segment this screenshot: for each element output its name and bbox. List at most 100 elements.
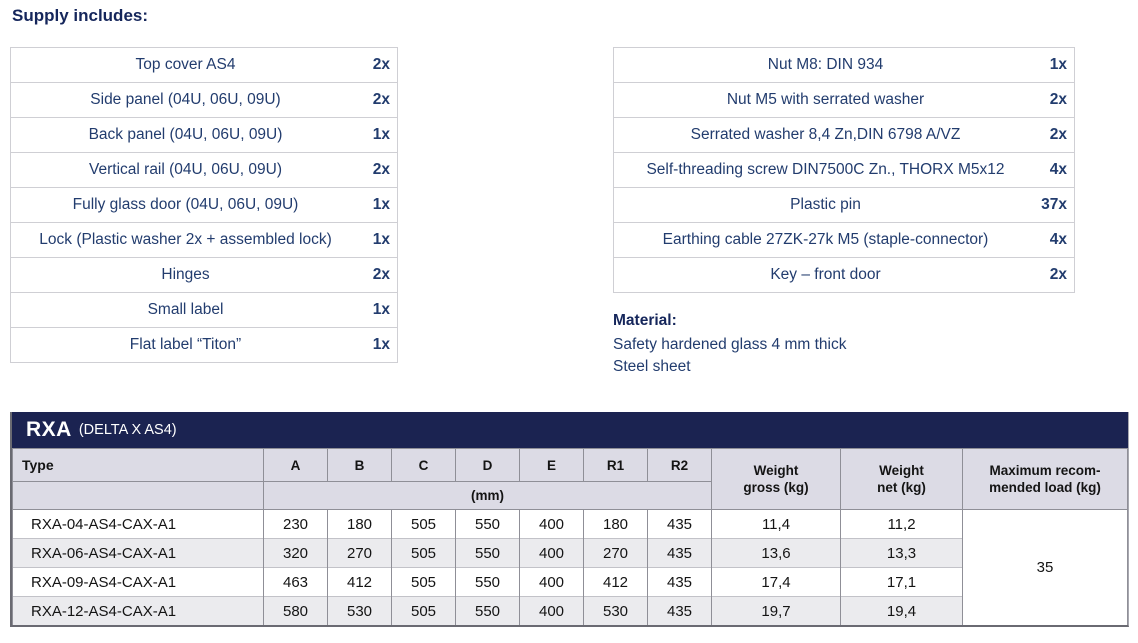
spec-dim-cell: 580: [263, 596, 328, 625]
col-header-dim: A: [263, 448, 328, 482]
spec-row: RXA-09-AS4-CAX-A1 463 412 505 550 400 412 435 17…: [12, 567, 1128, 597]
spec-dim-cell: 505: [391, 567, 456, 597]
spec-dim-cell: 550: [455, 567, 520, 597]
supply-item-qty: 1x: [372, 301, 390, 318]
material-lines: Safety hardened glass 4 mm thick Steel sh…: [613, 334, 846, 378]
spec-weight-gross-cell: 17,4: [711, 567, 841, 597]
supply-list-left: Top cover AS4 2x Side panel (04U, 06U, 09U…: [10, 47, 398, 363]
supply-item-qty: 1x: [372, 336, 390, 353]
supply-item-row: Back panel (04U, 06U, 09U) 1x: [11, 118, 397, 153]
spec-row: RXA-06-AS4-CAX-A1 320 270 505 550 400 270 435 13…: [12, 538, 1128, 568]
supply-item-row: Lock (Plastic washer 2x + assembled lock…: [11, 223, 397, 258]
spec-type-cell: RXA-04-AS4-CAX-A1: [12, 509, 264, 539]
spec-dim-cell: 435: [647, 567, 712, 597]
spec-weight-net-cell: 17,1: [840, 567, 963, 597]
spec-dim-cell: 505: [391, 596, 456, 625]
col-header-dim: B: [327, 448, 392, 482]
supply-item-row: Nut M8: DIN 934 1x: [614, 48, 1074, 83]
supply-item-label: Serrated washer 8,4 Zn,DIN 6798 A/VZ: [690, 126, 961, 143]
spec-dim-cell: 400: [519, 509, 584, 539]
supply-item-label: Key – front door: [770, 266, 881, 283]
supply-item-label: Nut M5 with serrated washer: [726, 91, 925, 108]
spec-dim-cell: 530: [327, 596, 392, 625]
spec-type-cell: RXA-09-AS4-CAX-A1: [12, 567, 264, 597]
unit-row-label: (mm): [263, 481, 712, 510]
supply-item-label: Hinges: [161, 266, 210, 283]
supply-item-qty: 1x: [1049, 56, 1067, 73]
spec-header-row: Type A B C D E R1 R2 Weight gross (kg) Weight net…: [12, 448, 1128, 510]
col-header-dim: D: [455, 448, 520, 482]
spec-table: RXA (DELTA X AS4) Type A B C D E R1 R2 Weight gr…: [10, 412, 1129, 627]
col-header-weight-net: Weight net (kg): [840, 448, 963, 510]
supply-item-row: Small label 1x: [11, 293, 397, 328]
material-line: Steel sheet: [613, 358, 691, 375]
spec-table-titlebar: RXA (DELTA X AS4): [12, 412, 1128, 448]
spec-dim-cell: 435: [647, 509, 712, 539]
spec-type-cell: RXA-12-AS4-CAX-A1: [12, 596, 264, 625]
spec-weight-net-cell: 11,2: [840, 509, 963, 539]
supply-item-row: Self-threading screw DIN7500C Zn., THORX…: [614, 153, 1074, 188]
spec-dim-cell: 400: [519, 567, 584, 597]
supply-item-label: Flat label “Titon”: [129, 336, 242, 353]
spec-dim-cell: 400: [519, 538, 584, 568]
spec-dim-cell: 412: [583, 567, 648, 597]
spec-dim-cell: 550: [455, 509, 520, 539]
spec-table-title: RXA: [26, 418, 72, 441]
spec-dim-cell: 320: [263, 538, 328, 568]
supply-item-label: Back panel (04U, 06U, 09U): [88, 126, 283, 143]
spec-weight-gross-cell: 13,6: [711, 538, 841, 568]
supply-item-label: Plastic pin: [790, 196, 861, 213]
supply-item-row: Side panel (04U, 06U, 09U) 2x: [11, 83, 397, 118]
col-header-weight-gross: Weight gross (kg): [711, 448, 841, 510]
supply-item-label: Fully glass door (04U, 06U, 09U): [72, 196, 299, 213]
supply-item-label: Nut M8: DIN 934: [767, 56, 884, 73]
col-header-dim: R1: [583, 448, 648, 482]
spec-table-subtitle: (DELTA X AS4): [78, 422, 177, 438]
spec-weight-net-cell: 13,3: [840, 538, 963, 568]
spec-weight-gross-cell: 19,7: [711, 596, 841, 625]
supply-item-label: Top cover AS4: [135, 56, 236, 73]
supply-item-qty: 4x: [1049, 161, 1067, 178]
spec-dim-cell: 400: [519, 596, 584, 625]
supply-item-qty: 2x: [1049, 126, 1067, 143]
spec-dim-cell: 435: [647, 538, 712, 568]
spec-dim-cell: 505: [391, 509, 456, 539]
supply-item-qty: 2x: [372, 91, 390, 108]
spec-dim-cell: 435: [647, 596, 712, 625]
col-header-dim: C: [391, 448, 456, 482]
spec-dim-cell: 412: [327, 567, 392, 597]
spec-row: RXA-04-AS4-CAX-A1 230 180 505 550 400 180 435 11…: [12, 509, 1128, 625]
material-line: Safety hardened glass 4 mm thick: [613, 336, 847, 353]
supply-item-label: Self-threading screw DIN7500C Zn., THORX…: [646, 161, 1005, 178]
col-header-empty: [12, 481, 264, 510]
col-header-type: Type: [12, 448, 264, 482]
supply-list-right: Nut M8: DIN 934 1x Nut M5 with serrated wa…: [613, 47, 1075, 293]
supply-item-row: Vertical rail (04U, 06U, 09U) 2x: [11, 153, 397, 188]
material-section: Material: Safety hardened glass 4 mm thi…: [613, 310, 846, 378]
spec-dim-cell: 180: [583, 509, 648, 539]
supply-item-qty: 2x: [372, 56, 390, 73]
supply-item-qty: 2x: [372, 266, 390, 283]
supply-item-row: Hinges 2x: [11, 258, 397, 293]
spec-max-load-cell: 35: [962, 509, 1128, 625]
spec-dim-cell: 270: [583, 538, 648, 568]
col-header-max-load: Maximum recom- mended load (kg): [962, 448, 1128, 510]
spec-row: RXA-12-AS4-CAX-A1 580 530 505 550 400 530 435 19…: [12, 596, 1128, 625]
supply-item-qty: 1x: [372, 126, 390, 143]
spec-dim-cell: 463: [263, 567, 328, 597]
spec-dim-cell: 530: [583, 596, 648, 625]
spec-dim-cell: 270: [327, 538, 392, 568]
supply-includes-heading: Supply includes:: [12, 6, 149, 25]
spec-grid: Type A B C D E R1 R2 Weight gross (kg) Weight net…: [12, 448, 1128, 625]
supply-item-row: Flat label “Titon” 1x: [11, 328, 397, 363]
col-header-dim: E: [519, 448, 584, 482]
supply-item-row: Fully glass door (04U, 06U, 09U) 1x: [11, 188, 397, 223]
supply-item-row: Top cover AS4 2x: [11, 48, 397, 83]
spec-weight-gross-cell: 11,4: [711, 509, 841, 539]
supply-item-qty: 1x: [372, 231, 390, 248]
supply-item-row: Plastic pin 37x: [614, 188, 1074, 223]
supply-item-qty: 2x: [1049, 266, 1067, 283]
spec-dim-cell: 550: [455, 538, 520, 568]
supply-item-label: Vertical rail (04U, 06U, 09U): [89, 161, 282, 178]
